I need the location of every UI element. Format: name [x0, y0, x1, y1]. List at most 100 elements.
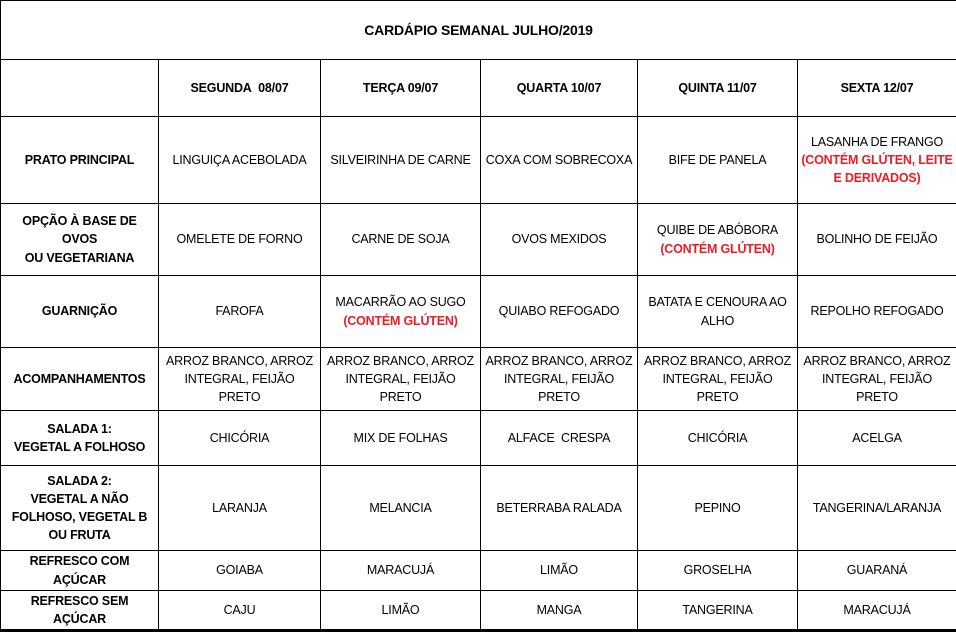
menu-item: CHICÓRIA	[687, 430, 748, 445]
menu-item: TANGERINA	[682, 603, 753, 618]
menu-item: ARROZ BRANCO, ARROZ INTEGRAL, FEIJÃO PRE…	[485, 353, 633, 405]
table-row-refresco-com-acucar: REFRESCO COM AÇÚCAR GOIABA MARACUJÁ LIMÃ…	[0, 550, 956, 591]
menu-item: ACELGA	[852, 430, 902, 445]
menu-item: TANGERINA/LARANJA	[812, 500, 942, 515]
row-label-salada-1: SALADA 1: VEGETAL A FOLHOSO	[0, 410, 159, 466]
menu-item: ARROZ BRANCO, ARROZ INTEGRAL, FEIJÃO PRE…	[644, 353, 791, 405]
menu-cell: MANGA	[480, 589, 638, 632]
menu-cell: MELANCIA	[320, 465, 481, 551]
table-row-guarnicao: GUARNIÇÃO FAROFA MACARRÃO AO SUGO (CONTÉM…	[0, 275, 956, 348]
menu-item: GOIABA	[216, 563, 263, 578]
menu-cell: BIFE DE PANELA	[637, 116, 798, 204]
menu-item: BATATA E CENOURA AO ALHO	[648, 295, 787, 328]
menu-cell: TANGERINA/LARANJA	[797, 465, 956, 551]
menu-item: SILVEIRINHA DE CARNE	[330, 152, 471, 167]
menu-cell: QUIBE DE ABÓBORA (CONTÉM GLÚTEN)	[637, 203, 798, 276]
menu-item: MARACUJÁ	[843, 603, 911, 618]
table-row-refresco-sem-acucar: REFRESCO SEM AÇÚCAR CAJU LIMÃO MANGA TAN…	[0, 589, 956, 632]
menu-cell: PEPINO	[637, 465, 798, 551]
menu-cell: TANGERINA	[637, 589, 798, 632]
menu-item: QUIBE DE ABÓBORA	[656, 223, 779, 238]
menu-cell: MARACUJÁ	[797, 589, 956, 632]
menu-item: MIX DE FOLHAS	[353, 430, 448, 445]
menu-cell: LIMÃO	[320, 589, 481, 632]
menu-item: CAJU	[223, 603, 256, 618]
menu-cell: CAJU	[158, 589, 321, 632]
menu-item: MANGA	[536, 603, 582, 618]
menu-cell: BOLINHO DE FEIJÃO	[797, 203, 956, 276]
menu-item: BOLINHO DE FEIJÃO	[816, 232, 938, 247]
menu-item: MARACUJÁ	[366, 563, 435, 578]
day-header-row: SEGUNDA 08/07 TERÇA 09/07 QUARTA 10/07 Q…	[0, 59, 956, 117]
menu-item: LIMÃO	[381, 603, 420, 618]
menu-cell: ARROZ BRANCO, ARROZ INTEGRAL, FEIJÃO PRE…	[797, 347, 956, 411]
day-header-quarta: QUARTA 10/07	[480, 59, 638, 117]
menu-cell: QUIABO REFOGADO	[480, 275, 638, 348]
allergen-warning: (CONTÉM GLÚTEN)	[343, 313, 458, 328]
menu-cell: ARROZ BRANCO, ARROZ INTEGRAL, FEIJÃO PRE…	[320, 347, 481, 411]
menu-cell: FAROFA	[158, 275, 321, 348]
menu-item: COXA COM SOBRECOXA	[485, 152, 633, 167]
row-label-salada-2: SALADA 2: VEGETAL A NÃO FOLHOSO, VEGETAL…	[0, 465, 159, 551]
row-label-opcao-ovos-vegetariana: OPÇÃO À BASE DE OVOS OU VEGETARIANA	[0, 203, 159, 276]
menu-item: QUIABO REFOGADO	[498, 304, 620, 319]
menu-cell: SILVEIRINHA DE CARNE	[320, 116, 481, 204]
menu-item: BETERRABA RALADA	[496, 500, 622, 515]
menu-item: LARANJA	[212, 500, 267, 515]
menu-cell: ARROZ BRANCO, ARROZ INTEGRAL, FEIJÃO PRE…	[480, 347, 638, 411]
menu-cell: ACELGA	[797, 410, 956, 466]
menu-item: MELANCIA	[369, 500, 432, 515]
table-row-prato-principal: PRATO PRINCIPAL LINGUIÇA ACEBOLADA SILVE…	[0, 116, 956, 204]
menu-item: BIFE DE PANELA	[668, 152, 767, 167]
menu-cell: CHICÓRIA	[158, 410, 321, 466]
menu-item: GUARANÁ	[846, 563, 908, 578]
menu-item: OVOS MEXIDOS	[511, 232, 607, 247]
menu-cell: LIMÃO	[480, 550, 638, 591]
day-header-quinta: QUINTA 11/07	[637, 59, 798, 117]
menu-cell: CHICÓRIA	[637, 410, 798, 466]
row-label-prato-principal: PRATO PRINCIPAL	[0, 116, 159, 204]
menu-cell: GROSELHA	[637, 550, 798, 591]
menu-cell: CARNE DE SOJA	[320, 203, 481, 276]
menu-cell: REPOLHO REFOGADO	[797, 275, 956, 348]
menu-item: LIMÃO	[540, 563, 578, 578]
menu-item: CHICÓRIA	[209, 430, 270, 445]
table-row-opcao-ovos-vegetariana: OPÇÃO À BASE DE OVOS OU VEGETARIANA OMEL…	[0, 203, 956, 276]
row-label-guarnicao: GUARNIÇÃO	[0, 275, 159, 348]
menu-item: LINGUIÇA ACEBOLADA	[172, 152, 307, 167]
menu-cell: BATATA E CENOURA AO ALHO	[637, 275, 798, 348]
row-label-acompanhamentos: ACOMPANHAMENTOS	[0, 347, 159, 411]
menu-item: ARROZ BRANCO, ARROZ INTEGRAL, FEIJÃO PRE…	[803, 353, 951, 405]
menu-item: ARROZ BRANCO, ARROZ INTEGRAL, FEIJÃO PRE…	[327, 353, 474, 405]
menu-item: PEPINO	[694, 500, 741, 515]
row-label-refresco-com-acucar: REFRESCO COM AÇÚCAR	[0, 550, 159, 591]
title-row: CARDÁPIO SEMANAL JULHO/2019	[0, 0, 956, 60]
allergen-warning: (CONTÉM GLÚTEN)	[660, 241, 775, 256]
allergen-warning: (CONTÉM GLÚTEN, LEITE E DERIVADOS)	[801, 152, 953, 186]
menu-cell: LASANHA DE FRANGO (CONTÉM GLÚTEN, LEITE E…	[797, 116, 956, 204]
menu-item: REPOLHO REFOGADO	[810, 304, 944, 319]
menu-cell: OVOS MEXIDOS	[480, 203, 638, 276]
day-header-segunda: SEGUNDA 08/07	[158, 59, 321, 117]
menu-item: LASANHA DE FRANGO	[810, 134, 944, 149]
page-title: CARDÁPIO SEMANAL JULHO/2019	[0, 0, 956, 60]
menu-item: ALFACE CRESPA	[507, 430, 611, 445]
menu-cell: LINGUIÇA ACEBOLADA	[158, 116, 321, 204]
row-label-refresco-sem-acucar: REFRESCO SEM AÇÚCAR	[0, 589, 159, 632]
menu-cell: LARANJA	[158, 465, 321, 551]
table-row-salada-2: SALADA 2: VEGETAL A NÃO FOLHOSO, VEGETAL…	[0, 465, 956, 551]
menu-cell: COXA COM SOBRECOXA	[480, 116, 638, 204]
menu-cell: GOIABA	[158, 550, 321, 591]
menu-item: OMELETE DE FORNO	[176, 232, 303, 247]
menu-item: CARNE DE SOJA	[351, 232, 450, 247]
menu-item: GROSELHA	[683, 563, 752, 578]
menu-item: MACARRÃO AO SUGO	[335, 295, 466, 310]
menu-cell: OMELETE DE FORNO	[158, 203, 321, 276]
menu-item: ARROZ BRANCO, ARROZ INTEGRAL, FEIJÃO PRE…	[166, 353, 313, 405]
menu-cell: ALFACE CRESPA	[480, 410, 638, 466]
menu-cell: BETERRABA RALADA	[480, 465, 638, 551]
menu-item: FAROFA	[215, 304, 264, 319]
menu-cell: ARROZ BRANCO, ARROZ INTEGRAL, FEIJÃO PRE…	[158, 347, 321, 411]
menu-cell: ARROZ BRANCO, ARROZ INTEGRAL, FEIJÃO PRE…	[637, 347, 798, 411]
